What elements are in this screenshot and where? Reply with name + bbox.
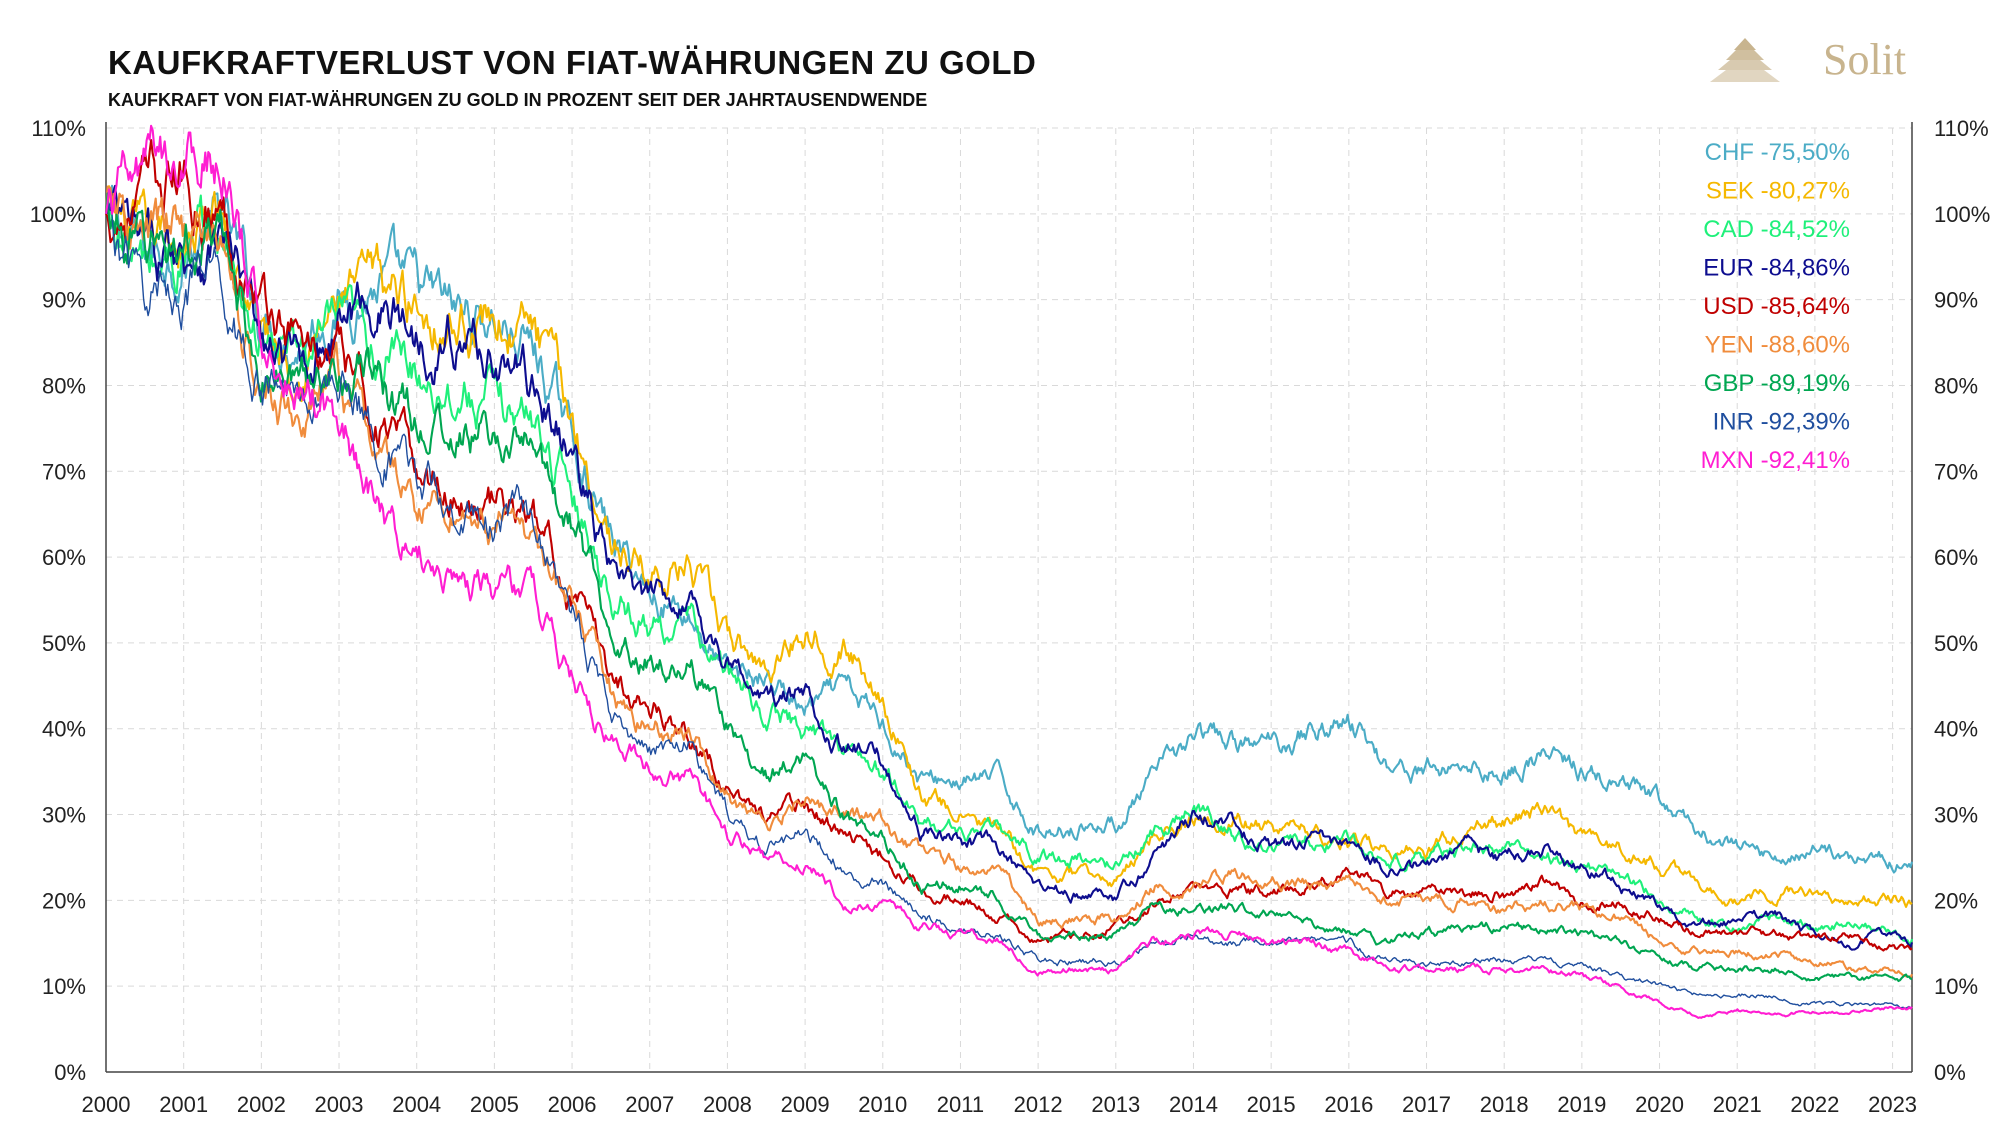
y-tick-label-left: 40%	[42, 717, 86, 742]
grid-lines	[106, 127, 1912, 1072]
series-line-usd	[105, 139, 1913, 952]
x-tick-label: 2023	[1868, 1092, 1917, 1117]
x-tick-label: 2013	[1091, 1092, 1140, 1117]
x-tick-label: 2005	[470, 1092, 519, 1117]
series-line-eur	[105, 184, 1913, 951]
series-line-yen	[104, 185, 1913, 979]
x-tick-label: 2008	[703, 1092, 752, 1117]
y-tick-label-right: 110%	[1934, 116, 1989, 141]
y-tick-label-right: 40%	[1934, 717, 1978, 742]
x-tick-label: 2011	[937, 1092, 984, 1117]
y-tick-label-left: 90%	[42, 288, 86, 313]
x-tick-label: 2010	[858, 1092, 907, 1117]
x-tick-label: 2020	[1635, 1092, 1684, 1117]
legend-item-eur: EUR -84,86%	[1703, 255, 1850, 282]
chart-title: KAUFKRAFTVERLUST VON FIAT-WÄHRUNGEN ZU G…	[108, 44, 1037, 81]
y-tick-label-left: 30%	[42, 803, 86, 828]
x-tick-label: 2000	[82, 1092, 131, 1117]
y-tick-label-left: 70%	[42, 459, 86, 484]
y-tick-label-right: 90%	[1934, 288, 1978, 313]
legend-item-cad: CAD -84,52%	[1703, 216, 1850, 243]
y-tick-label-right: 70%	[1934, 459, 1978, 484]
chart-subtitle: KAUFKRAFT VON FIAT-WÄHRUNGEN ZU GOLD IN …	[108, 90, 928, 110]
series-line-sek	[104, 185, 1913, 908]
series-lines	[104, 124, 1914, 1019]
x-tick-label: 2018	[1480, 1092, 1529, 1117]
legend-item-gbp: GBP -89,19%	[1704, 370, 1850, 397]
x-tick-label: 2003	[315, 1092, 364, 1117]
y-tick-label-right: 0%	[1934, 1060, 1966, 1085]
x-tick-label: 2001	[159, 1092, 208, 1117]
x-tick-label: 2002	[237, 1092, 286, 1117]
x-tick-label: 2007	[625, 1092, 674, 1117]
brand-logo: Solit	[1823, 35, 1907, 84]
y-tick-label-left: 60%	[42, 545, 86, 570]
solit-pyramid-icon	[1710, 38, 1780, 82]
legend-item-usd: USD -85,64%	[1703, 293, 1850, 320]
y-tick-label-right: 100%	[1934, 202, 1990, 227]
y-tick-label-left: 100%	[30, 202, 86, 227]
x-tick-label: 2004	[392, 1092, 441, 1117]
x-tick-label: 2016	[1324, 1092, 1373, 1117]
x-tick-label: 2014	[1169, 1092, 1218, 1117]
y-tick-label-left: 0%	[54, 1060, 86, 1085]
legend-item-inr: INR -92,39%	[1713, 409, 1850, 436]
x-tick-label: 2006	[548, 1092, 597, 1117]
y-tick-label-left: 110%	[31, 116, 86, 141]
y-tick-label-left: 50%	[42, 631, 86, 656]
x-tick-label: 2012	[1014, 1092, 1063, 1117]
legend: CHF -75,50% SEK -80,27% CAD -84,52% EUR -84…	[1701, 139, 1850, 474]
y-tick-label-left: 20%	[42, 888, 86, 913]
series-line-cad	[104, 194, 1914, 946]
series-line-gbp	[104, 192, 1913, 983]
legend-item-chf: CHF -75,50%	[1705, 139, 1850, 166]
y-tick-label-right: 10%	[1934, 974, 1978, 999]
x-tick-label: 2022	[1790, 1092, 1839, 1117]
legend-item-mxn: MXN -92,41%	[1701, 447, 1850, 474]
x-tick-label: 2021	[1713, 1092, 1762, 1117]
legend-item-sek: SEK -80,27%	[1706, 178, 1850, 205]
y-tick-label-right: 80%	[1934, 373, 1978, 398]
series-line-mxn	[104, 124, 1913, 1019]
axes: 0% 0% 10% 10% 20% 20% 30% 30% 40% 40% 50% 50% 60% 60%…	[30, 116, 1991, 1117]
y-tick-label-right: 30%	[1934, 803, 1978, 828]
y-tick-label-left: 80%	[42, 373, 86, 398]
x-tick-label: 2019	[1557, 1092, 1606, 1117]
y-tick-label-right: 20%	[1934, 888, 1978, 913]
y-tick-label-right: 50%	[1934, 631, 1978, 656]
x-tick-label: 2015	[1247, 1092, 1296, 1117]
x-tick-label: 2017	[1402, 1092, 1451, 1117]
legend-item-yen: YEN -88,60%	[1705, 332, 1850, 359]
series-line-chf	[104, 184, 1914, 874]
series-line-inr	[105, 200, 1913, 1009]
y-tick-label-left: 10%	[42, 974, 86, 999]
x-tick-label: 2009	[781, 1092, 830, 1117]
y-tick-label-right: 60%	[1934, 545, 1978, 570]
